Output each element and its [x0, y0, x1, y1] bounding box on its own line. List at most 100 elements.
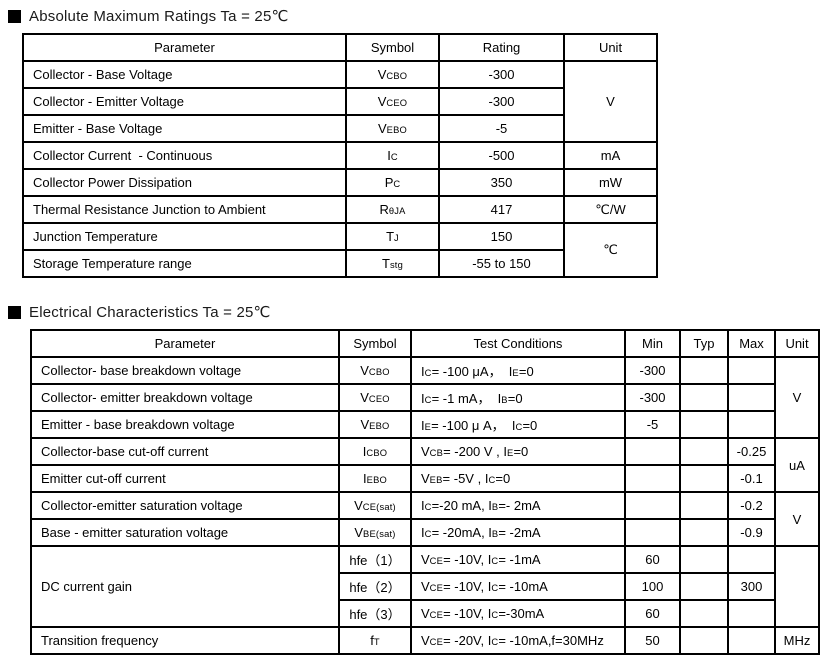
cell-test-conditions: IC= -1 mA， IB=0 [410, 383, 626, 412]
table-header-row: Parameter Symbol Rating Unit [22, 33, 658, 62]
cell-parameter: Collector Power Dissipation [22, 168, 347, 197]
cell-unit: MHz [774, 626, 820, 655]
table-row: Collector Current - Continuous IC -500 m… [22, 141, 658, 170]
cell-rating: 150 [438, 222, 565, 251]
cell-parameter: Emitter cut-off current [30, 464, 340, 493]
cell-parameter: Collector- emitter breakdown voltage [30, 383, 340, 412]
col-header-symbol: Symbol [338, 329, 412, 358]
cell-test-conditions: VCE= -10V, IC= -1mA [410, 545, 626, 574]
col-header-unit: Unit [563, 33, 658, 62]
col-header-test-conditions: Test Conditions [410, 329, 626, 358]
cell-test-conditions: IC= -20mA, IB= -2mA [410, 518, 626, 547]
cell-min: -300 [624, 356, 681, 385]
table-row: Base - emitter saturation voltage VBE(sa… [30, 518, 819, 547]
cell-max: -0.9 [727, 518, 776, 547]
cell-min: 50 [624, 626, 681, 655]
cell-test-conditions: VCB= -200 V , IE=0 [410, 437, 626, 466]
cell-parameter: Junction Temperature [22, 222, 347, 251]
cell-min: 100 [624, 572, 681, 601]
col-header-parameter: Parameter [30, 329, 340, 358]
cell-symbol: VBE(sat) [338, 518, 412, 547]
col-header-typ: Typ [679, 329, 729, 358]
table-row: Collector - Base Voltage VCBO -300 V [22, 60, 658, 143]
cell-test-conditions: IC=-20 mA, IB=- 2mA [410, 491, 626, 520]
cell-max [727, 356, 776, 385]
cell-rating: 417 [438, 195, 565, 224]
cell-max [727, 626, 776, 655]
cell-max [727, 410, 776, 439]
cell-symbol: hfe（2） [338, 572, 412, 601]
cell-symbol: IEBO [338, 464, 412, 493]
cell-max: -0.2 [727, 491, 776, 520]
cell-typ [679, 464, 729, 493]
col-header-unit: Unit [774, 329, 820, 358]
cell-symbol: PC [345, 168, 440, 197]
square-bullet-icon [8, 305, 21, 319]
cell-typ [679, 545, 729, 574]
cell-min [624, 518, 681, 547]
cell-typ [679, 410, 729, 439]
col-header-parameter: Parameter [22, 33, 347, 62]
table-row: Collector Power Dissipation PC 350 mW [22, 168, 658, 197]
cell-symbol: VEBO [345, 114, 440, 143]
cell-rating: 350 [438, 168, 565, 197]
cell-parameter: Storage Temperature range [22, 249, 347, 278]
cell-typ [679, 518, 729, 547]
table-row: Thermal Resistance Junction to Ambient R… [22, 195, 658, 224]
col-header-max: Max [727, 329, 776, 358]
cell-rating: -300 [438, 60, 565, 89]
cell-parameter: Emitter - base breakdown voltage [30, 410, 340, 439]
table-row: Collector - Emitter Voltage VCEO -300 [22, 87, 657, 116]
cell-unit: ℃ [563, 222, 658, 278]
cell-typ [679, 599, 729, 628]
col-header-symbol: Symbol [345, 33, 440, 62]
cell-typ [679, 626, 729, 655]
absolute-maximum-ratings-table: Parameter Symbol Rating Unit Collector -… [22, 33, 658, 278]
cell-typ [679, 572, 729, 601]
cell-rating: -300 [438, 87, 565, 116]
cell-unit: V [563, 60, 658, 143]
electrical-characteristics-table: Parameter Symbol Test Conditions Min Typ… [30, 329, 820, 655]
cell-typ [679, 437, 729, 466]
table-row: DC current gain hfe（1） VCE= -10V, IC= -1… [30, 545, 820, 628]
cell-rating: -5 [438, 114, 565, 143]
cell-min [624, 437, 681, 466]
section-title-electrical-characteristics: Electrical Characteristics Ta = 25℃ [8, 302, 822, 322]
cell-symbol: VCEO [338, 383, 412, 412]
cell-max [727, 599, 776, 628]
cell-symbol: RθJA [345, 195, 440, 224]
cell-typ [679, 491, 729, 520]
cell-unit: ℃/W [563, 195, 658, 224]
cell-test-conditions: VCE= -10V, IC=-30mA [410, 599, 626, 628]
cell-min: -300 [624, 383, 681, 412]
cell-unit: V [774, 356, 820, 439]
section-title-text: Absolute Maximum Ratings Ta = 25℃ [29, 8, 289, 25]
cell-symbol: VEBO [338, 410, 412, 439]
cell-max: -0.1 [727, 464, 776, 493]
table-row: Transition frequency fT VCE= -20V, IC= -… [30, 626, 820, 655]
square-bullet-icon [8, 9, 21, 23]
cell-unit [774, 545, 820, 628]
cell-unit: mA [563, 141, 658, 170]
cell-symbol: VCEO [345, 87, 440, 116]
table-row: Collector-emitter saturation voltage VCE… [30, 491, 820, 547]
cell-unit: V [774, 491, 820, 547]
cell-max [727, 383, 776, 412]
table-header-row: Parameter Symbol Test Conditions Min Typ… [30, 329, 820, 358]
cell-min [624, 464, 681, 493]
table-row: Collector- emitter breakdown voltage VCE… [30, 383, 819, 412]
cell-symbol: TJ [345, 222, 440, 251]
cell-min: 60 [624, 599, 681, 628]
cell-symbol: IC [345, 141, 440, 170]
cell-parameter: Emitter - Base Voltage [22, 114, 347, 143]
cell-test-conditions: IC= -100 μA， IE=0 [410, 356, 626, 385]
cell-parameter: Collector Current - Continuous [22, 141, 347, 170]
cell-unit: mW [563, 168, 658, 197]
section-title-text: Electrical Characteristics Ta = 25℃ [29, 304, 271, 321]
cell-symbol: hfe（1） [338, 545, 412, 574]
cell-parameter: Transition frequency [30, 626, 340, 655]
table-row: hfe（2） VCE= -10V, IC= -10mA 100 300 [31, 572, 819, 601]
cell-rating: -500 [438, 141, 565, 170]
cell-parameter: Collector - Base Voltage [22, 60, 347, 89]
